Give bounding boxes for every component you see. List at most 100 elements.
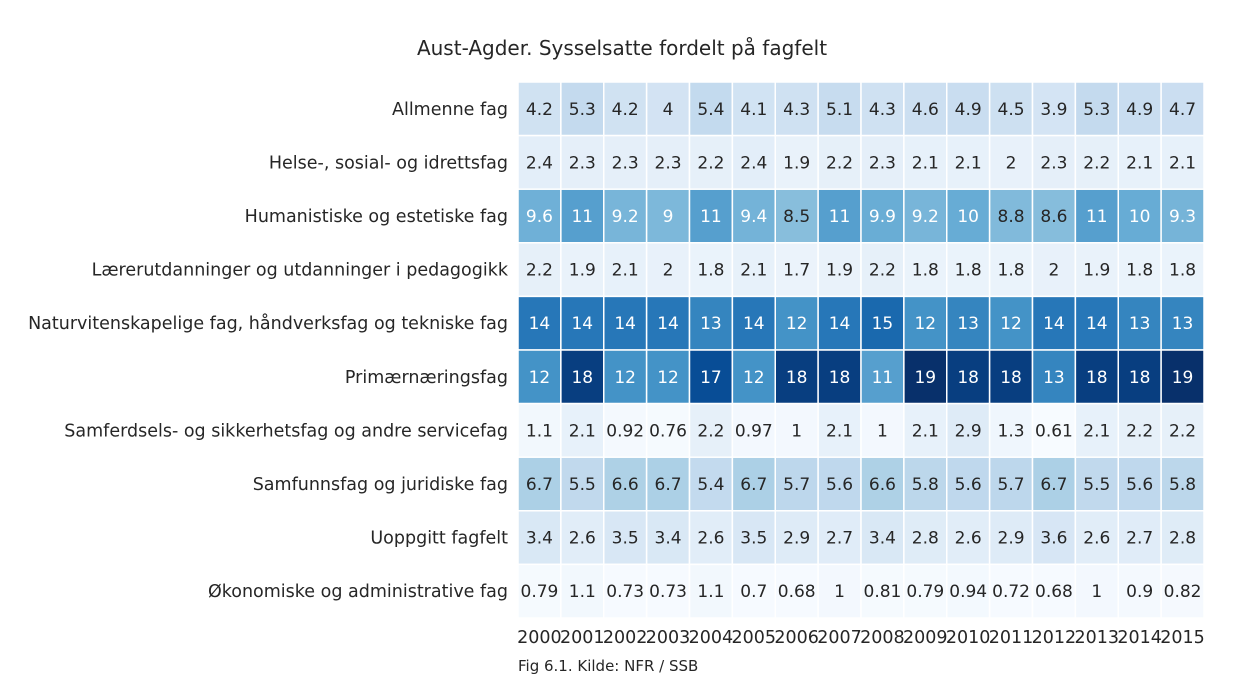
cell-value-label: 2.9 (998, 529, 1025, 549)
heatmap-cell (603, 242, 648, 298)
cell-value-label: 1 (791, 421, 802, 441)
cell-value-label: 9.4 (740, 207, 767, 227)
heatmap-cell (1117, 134, 1162, 190)
cell-value-label: 0.73 (649, 582, 687, 602)
heatmap-cell (603, 456, 648, 512)
heatmap-cell (603, 134, 648, 190)
cell-value-label: 2.2 (697, 153, 724, 173)
row-label: Helse-, sosial- og idrettsfag (269, 153, 508, 173)
heatmap-cell (688, 295, 734, 351)
heatmap-cell (946, 295, 991, 351)
heatmap-cell (603, 402, 648, 458)
cell-value-label: 2.6 (1083, 529, 1110, 549)
heatmap-cell (774, 134, 819, 190)
heatmap-cell (603, 510, 648, 566)
column-label: 2002 (603, 628, 648, 648)
heatmap-cell (774, 349, 819, 405)
heatmap-cell (988, 563, 1034, 619)
cell-value-label: 5.5 (569, 475, 596, 495)
cell-value-label: 14 (571, 314, 593, 334)
heatmap-cells: 4.2 5.3 4.2 4 5.4 4.1 4.3 5.1 4.3 4.6 4.9 4.5 3.9 5.3… (517, 81, 1205, 619)
cell-value-label: 2 (1049, 261, 1060, 281)
heatmap-cell (517, 510, 562, 566)
cell-value-label: 5.7 (783, 475, 810, 495)
cell-value-label: 3.9 (1040, 100, 1067, 120)
heatmap-cell (1160, 188, 1205, 244)
heatmap-cell (1160, 402, 1205, 458)
heatmap-cell (517, 563, 562, 619)
heatmap-cell (774, 563, 819, 619)
cell-value-label: 2.1 (826, 421, 853, 441)
cell-value-label: 5.1 (826, 100, 853, 120)
cell-value-label: 18 (1000, 368, 1022, 388)
heatmap-cell (1074, 295, 1119, 351)
cell-value-label: 0.97 (735, 421, 773, 441)
heatmap-cell (731, 510, 776, 566)
cell-value-label: 14 (529, 314, 551, 334)
cell-value-label: 5.8 (1169, 475, 1196, 495)
heatmap-cell (903, 188, 948, 244)
cell-value-label: 2.2 (826, 153, 853, 173)
cell-value-label: 2.7 (1126, 529, 1153, 549)
cell-value-label: 2.3 (612, 153, 639, 173)
heatmap-cell (731, 81, 776, 137)
cell-value-label: 4.9 (1126, 100, 1153, 120)
cell-value-label: 2.8 (912, 529, 939, 549)
heatmap-cell (903, 295, 948, 351)
cell-value-label: 2.3 (1040, 153, 1067, 173)
row-label: Allmenne fag (392, 100, 508, 120)
cell-value-label: 10 (1129, 207, 1151, 227)
heatmap-cell (946, 456, 991, 512)
heatmap-cell (1160, 81, 1205, 137)
heatmap-cell (1117, 295, 1162, 351)
heatmap-cell (688, 349, 734, 405)
heatmap-cell (1117, 188, 1162, 244)
cell-value-label: 9 (663, 207, 674, 227)
heatmap-cell (988, 402, 1034, 458)
heatmap-cell (560, 81, 605, 137)
chart-caption: Fig 6.1. Kilde: NFR / SSB (518, 657, 698, 675)
heatmap-cell (1074, 188, 1119, 244)
cell-value-label: 4.3 (869, 100, 896, 120)
cell-value-label: 2.1 (955, 153, 982, 173)
column-label: 2005 (732, 628, 777, 648)
column-label: 2006 (774, 628, 819, 648)
cell-value-label: 8.5 (783, 207, 810, 227)
heatmap-cell (1031, 563, 1077, 619)
row-label: Samferdsels- og sikkerhetsfag og andre s… (64, 421, 508, 441)
cell-value-label: 2.1 (1083, 421, 1110, 441)
heatmap-cell (774, 242, 819, 298)
cell-value-label: 2.1 (740, 261, 767, 281)
heatmap-cell (860, 456, 905, 512)
cell-value-label: 0.68 (1035, 582, 1073, 602)
cell-value-label: 2.3 (655, 153, 682, 173)
cell-value-label: 8.8 (998, 207, 1025, 227)
cell-value-label: 0.94 (949, 582, 987, 602)
heatmap-cell (1031, 134, 1077, 190)
heatmap-cell (1160, 510, 1205, 566)
cell-value-label: 2.9 (955, 421, 982, 441)
cell-value-label: 6.7 (740, 475, 767, 495)
cell-value-label: 9.2 (612, 207, 639, 227)
cell-value-label: 3.4 (655, 529, 682, 549)
heatmap-cell (1031, 242, 1077, 298)
cell-value-label: 5.3 (569, 100, 596, 120)
column-label: 2013 (1075, 628, 1120, 648)
cell-value-label: 13 (1129, 314, 1151, 334)
cell-value-label: 2.9 (783, 529, 810, 549)
column-label: 2009 (903, 628, 948, 648)
cell-value-label: 2.1 (569, 421, 596, 441)
cell-value-label: 2.1 (912, 153, 939, 173)
heatmap-cell (903, 456, 948, 512)
cell-value-label: 12 (529, 368, 551, 388)
cell-value-label: 2 (1006, 153, 1017, 173)
cell-value-label: 4.9 (955, 100, 982, 120)
cell-value-label: 2.4 (526, 153, 553, 173)
cell-value-label: 11 (571, 207, 593, 227)
column-label: 2004 (689, 628, 734, 648)
cell-value-label: 9.6 (526, 207, 553, 227)
heatmap-cell (560, 349, 605, 405)
heatmap-cell (517, 349, 562, 405)
column-label: 2011 (989, 628, 1034, 648)
heatmap-cell (817, 349, 862, 405)
